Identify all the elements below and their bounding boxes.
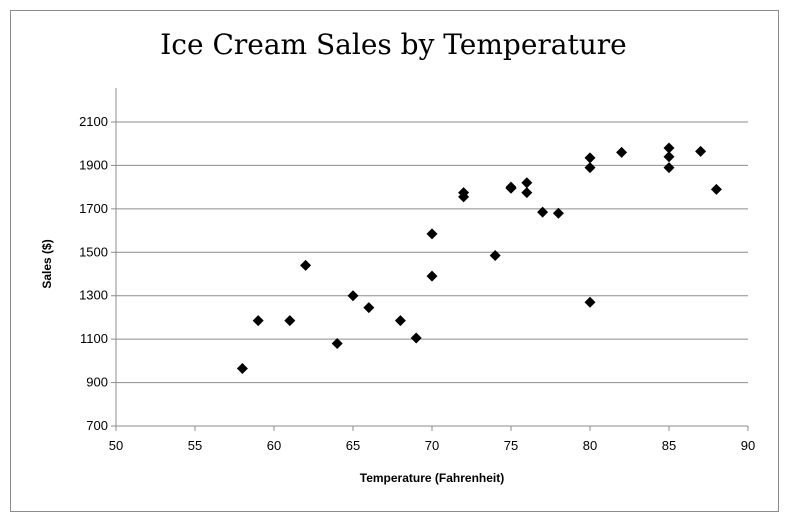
y-axis-title: Sales ($) [40, 239, 54, 288]
data-point-14 [489, 250, 501, 262]
data-point-7 [363, 302, 375, 314]
y-tick-label-2100: 2100 [79, 114, 108, 129]
data-point-9 [410, 332, 422, 344]
y-tick-label-1100: 1100 [80, 331, 108, 346]
x-tick-label-60: 60 [267, 438, 281, 453]
y-tick-label-1700: 1700 [79, 201, 108, 216]
data-points [236, 142, 722, 374]
data-point-10 [426, 228, 438, 240]
data-point-22 [584, 162, 596, 174]
x-tick-label-50: 50 [109, 438, 123, 453]
data-point-16 [505, 182, 517, 194]
data-point-3 [284, 315, 296, 327]
x-axis-title: Temperature (Fahrenheit) [360, 471, 504, 485]
x-tick-label-80: 80 [583, 438, 597, 453]
y-tick-label-900: 900 [86, 375, 108, 390]
data-point-26 [663, 151, 675, 163]
data-point-24 [616, 146, 628, 158]
data-point-5 [331, 337, 343, 349]
y-tick-label-700: 700 [86, 418, 108, 433]
data-point-25 [663, 142, 675, 154]
data-point-1 [236, 362, 248, 374]
x-tick-label-65: 65 [346, 438, 360, 453]
x-tick-label-75: 75 [504, 438, 518, 453]
data-point-28 [695, 145, 707, 157]
data-point-21 [584, 152, 596, 164]
chart-title: Ice Cream Sales by Temperature [160, 28, 627, 61]
data-point-8 [394, 315, 406, 327]
data-point-6 [347, 290, 359, 302]
axes [111, 88, 749, 431]
y-tick-label-1300: 1300 [79, 288, 108, 303]
data-point-18 [521, 187, 533, 199]
data-point-29 [710, 183, 722, 195]
data-point-11 [426, 270, 438, 282]
gridlines [116, 121, 748, 384]
data-point-27 [663, 162, 675, 174]
y-tick-label-1900: 1900 [79, 157, 108, 172]
y-tick-label-1500: 1500 [79, 244, 108, 259]
x-tick-label-70: 70 [425, 438, 439, 453]
x-tick-labels: 50 55 60 65 70 75 80 85 90 [109, 438, 755, 453]
y-tick-labels: 700 900 1100 1300 1500 1700 1900 2100 [79, 114, 108, 433]
x-tick-label-85: 85 [662, 438, 676, 453]
data-point-23 [584, 296, 596, 308]
data-point-4 [300, 259, 312, 271]
x-tick-label-90: 90 [741, 438, 755, 453]
x-tick-label-55: 55 [188, 438, 202, 453]
chart-frame [10, 10, 779, 512]
data-point-17 [521, 177, 533, 189]
data-point-19 [537, 206, 549, 218]
data-point-2 [252, 315, 264, 327]
data-point-20 [552, 207, 564, 219]
data-point-13 [458, 191, 470, 203]
